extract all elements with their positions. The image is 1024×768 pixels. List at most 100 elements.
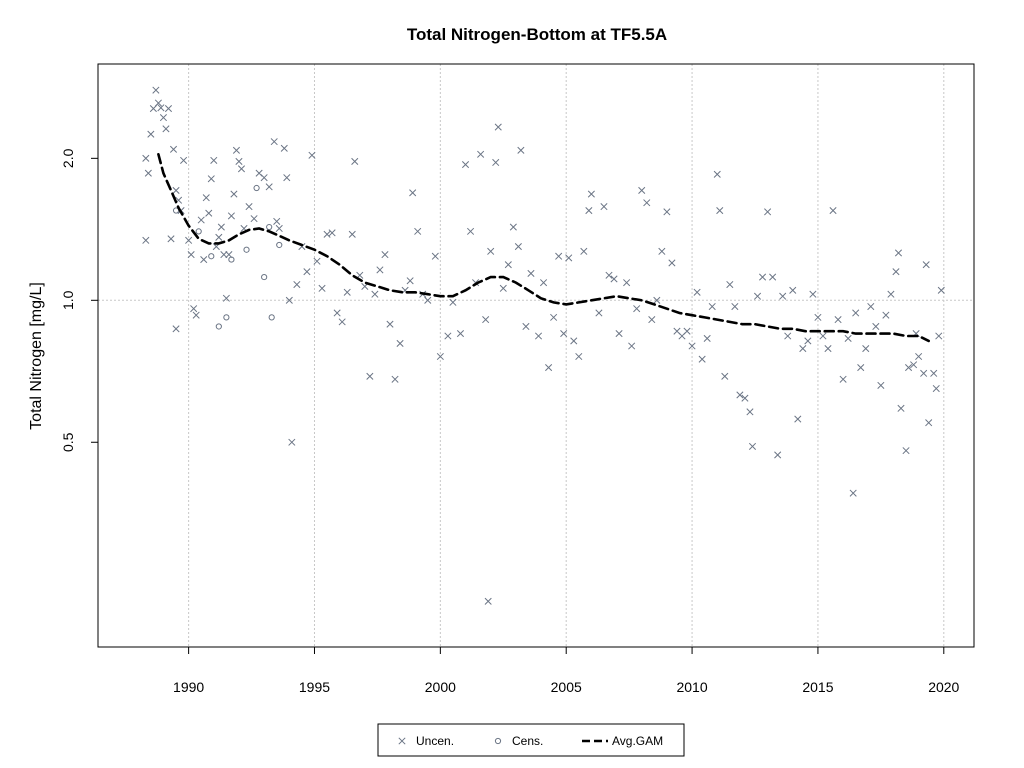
uncensored-point <box>217 223 225 231</box>
uncensored-point <box>169 145 178 153</box>
uncensored-point <box>185 236 193 244</box>
uncensored-point <box>658 247 666 255</box>
uncensored-point <box>693 288 701 296</box>
uncensored-point <box>829 206 837 215</box>
uncensored-point <box>534 332 543 340</box>
uncensored-point <box>628 342 636 350</box>
uncensored-point <box>668 259 676 267</box>
uncensored-point <box>499 284 507 292</box>
uncensored-point <box>897 404 905 412</box>
uncensored-point <box>409 189 417 197</box>
uncensored-point <box>235 157 243 165</box>
uncensored-point <box>207 175 215 183</box>
uncensored-point <box>517 146 525 154</box>
uncensored-point <box>222 294 230 302</box>
uncensored-point <box>406 277 414 285</box>
uncensored-point <box>318 284 326 292</box>
uncensored-point <box>753 292 762 300</box>
uncensored-point <box>275 224 283 233</box>
censored-point <box>228 256 235 263</box>
censored-point <box>268 314 275 321</box>
y-tick-label: 2.0 <box>60 148 76 168</box>
uncensored-point <box>376 266 384 274</box>
uncensored-point <box>313 257 321 265</box>
uncensored-point <box>514 243 522 251</box>
gam-line <box>157 153 930 343</box>
uncensored-point <box>545 364 553 372</box>
uncensored-point <box>466 227 475 235</box>
uncensored-point <box>487 247 495 255</box>
uncensored-point <box>932 384 940 393</box>
uncensored-point <box>824 345 832 353</box>
uncensored-point <box>245 203 253 211</box>
uncensored-point <box>220 251 228 259</box>
uncensored-point <box>920 369 928 377</box>
uncensored-point <box>550 313 558 321</box>
uncensored-point <box>348 230 356 238</box>
uncensored-point <box>157 104 165 112</box>
uncensored-point <box>205 209 213 217</box>
uncensored-point <box>504 261 512 269</box>
uncensored-point <box>736 391 744 399</box>
uncensored-point <box>799 345 807 353</box>
uncensored-point <box>202 194 210 202</box>
censored-point <box>276 241 283 249</box>
uncensored-point <box>804 337 812 345</box>
y-axis-label: Total Nitrogen [mg/L] <box>28 282 45 430</box>
legend-box <box>377 723 685 757</box>
uncensored-point <box>731 302 739 311</box>
uncensored-point <box>303 268 311 276</box>
uncensored-point <box>716 206 724 215</box>
scatter-points <box>142 86 945 605</box>
uncensored-point <box>230 190 238 198</box>
y-tick-label: 0.5 <box>60 432 76 452</box>
uncensored-point <box>477 150 485 158</box>
uncensored-point <box>328 229 336 237</box>
uncensored-point <box>915 352 923 361</box>
uncensored-point <box>877 381 885 389</box>
censored-point <box>195 228 202 235</box>
gam-trend <box>157 153 930 343</box>
uncensored-point <box>623 279 631 287</box>
uncensored-point <box>308 151 316 159</box>
uncensored-point <box>482 316 490 324</box>
uncensored-point <box>925 419 933 427</box>
uncensored-point <box>527 269 535 278</box>
censored-point <box>208 253 215 260</box>
uncensored-point <box>935 332 943 340</box>
uncensored-point <box>436 352 444 361</box>
censored-point <box>253 184 260 192</box>
uncensored-point <box>215 233 223 241</box>
uncensored-point <box>794 415 802 423</box>
uncensored-point <box>164 105 173 113</box>
uncensored-point <box>461 161 470 169</box>
uncensored-point <box>784 332 792 340</box>
uncensored-point <box>857 364 865 372</box>
uncensored-point <box>449 298 457 306</box>
uncensored-point <box>703 334 711 343</box>
uncensored-point <box>769 273 777 281</box>
uncensored-point <box>746 408 754 416</box>
uncensored-point <box>902 447 910 455</box>
legend-marker-uncensored <box>398 737 406 745</box>
uncensored-point <box>910 361 918 369</box>
uncensored-point <box>570 337 578 345</box>
uncensored-point <box>265 183 273 191</box>
uncensored-point <box>260 174 268 182</box>
uncensored-point <box>250 215 258 223</box>
legend-label: Cens. <box>512 734 543 748</box>
uncensored-point <box>210 156 218 164</box>
uncensored-point <box>159 114 168 122</box>
uncensored-point <box>172 186 180 194</box>
uncensored-point <box>391 375 399 383</box>
legend-label: Uncen. <box>416 734 454 748</box>
uncensored-point <box>293 280 301 289</box>
uncensored-point <box>147 130 155 138</box>
uncensored-point <box>338 318 346 326</box>
x-tick-label: 2000 <box>425 679 456 695</box>
censored-point <box>223 314 230 321</box>
censored-point <box>266 223 273 231</box>
chart-title: Total Nitrogen-Bottom at TF5.5A <box>407 25 667 44</box>
uncensored-point <box>708 302 716 311</box>
uncensored-point <box>283 174 291 182</box>
